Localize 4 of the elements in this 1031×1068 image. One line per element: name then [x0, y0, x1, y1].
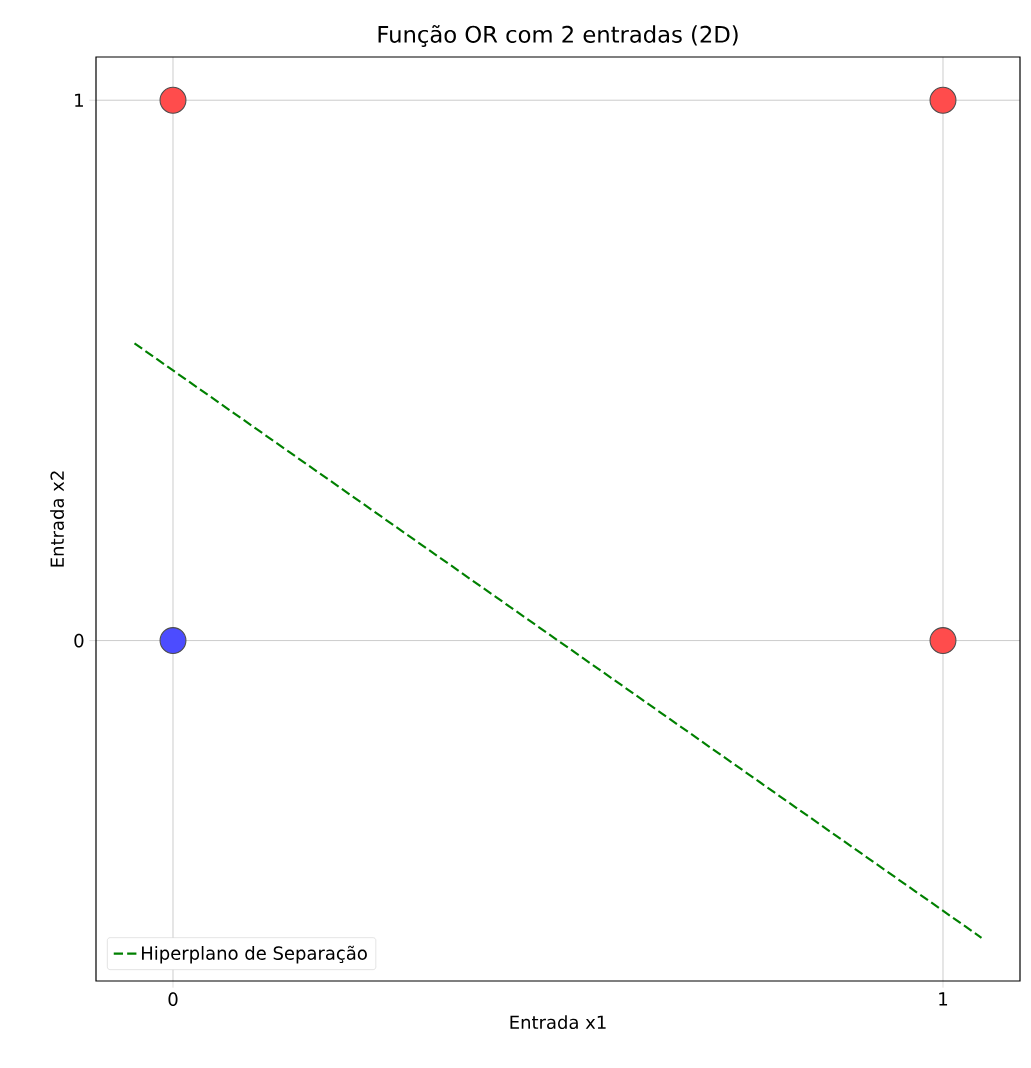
y-axis-title: Entrada x2	[50, 471, 65, 567]
x-axis-title: Entrada x1	[510, 1015, 606, 1030]
legend-label: Hiperplano de Separação	[142, 945, 367, 964]
chart-title: Função OR com 2 entradas (2D)	[378, 24, 738, 47]
